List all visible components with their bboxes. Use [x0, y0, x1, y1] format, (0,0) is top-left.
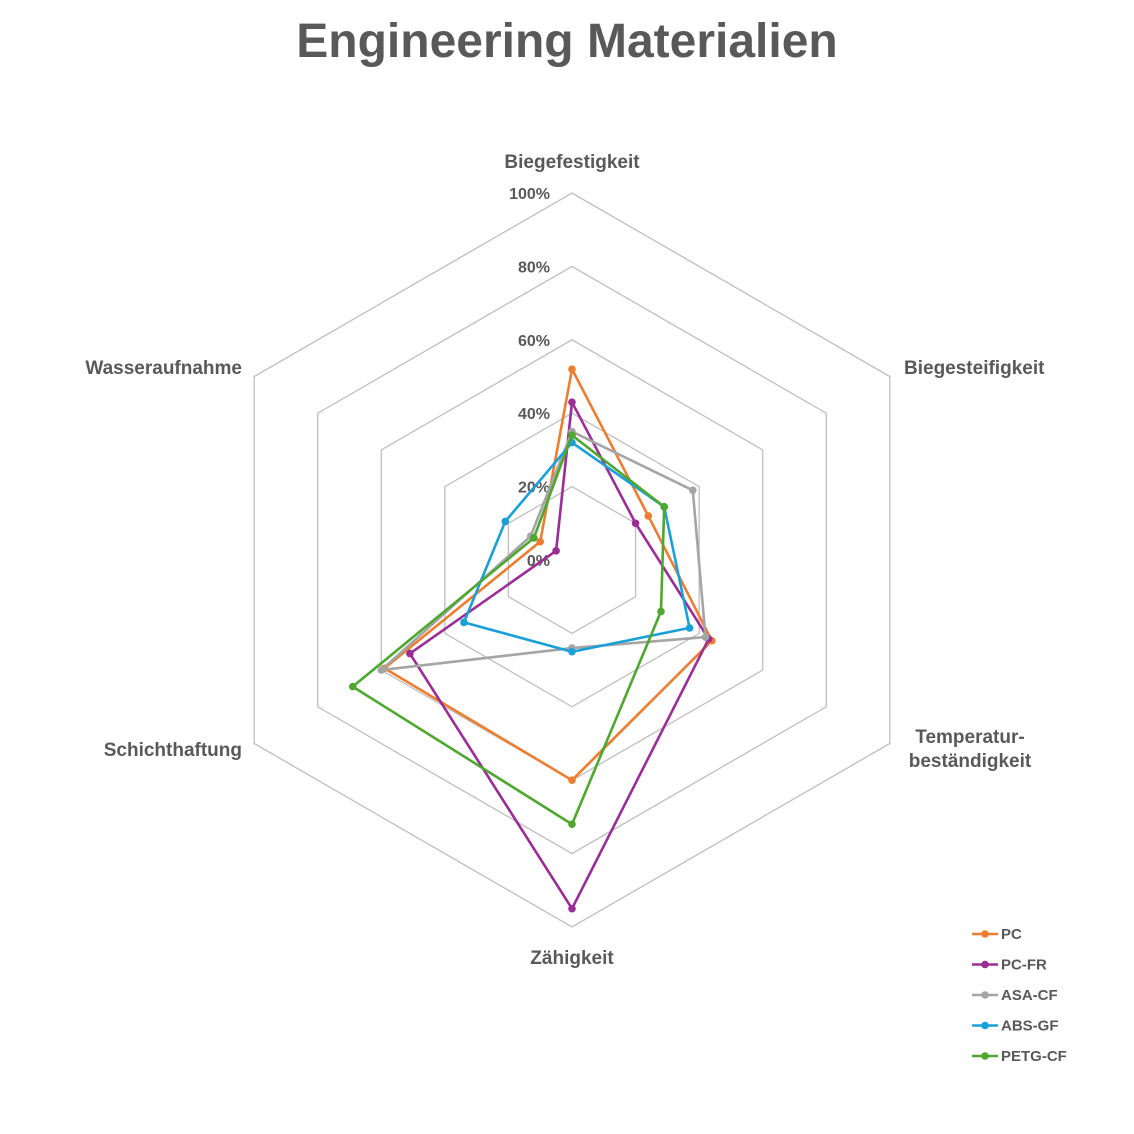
data-point: [460, 618, 468, 627]
data-point: [406, 649, 414, 658]
data-point: [568, 398, 576, 406]
legend-label: PC: [1001, 926, 1022, 943]
axis-label: Biegefestigkeit: [504, 152, 640, 173]
axis-label: Biegesteifigkeit: [904, 358, 1045, 379]
data-point: [688, 486, 697, 495]
data-point: [644, 512, 653, 520]
data-point: [685, 624, 694, 632]
legend-marker: [981, 930, 989, 938]
tick-label: 100%: [509, 186, 550, 203]
data-point: [348, 682, 357, 691]
data-point: [568, 647, 576, 656]
data-point: [536, 537, 545, 546]
series-line-petg-cf: [351, 433, 666, 826]
data-point: [377, 666, 386, 674]
axis-label: Temperatur-beständigkeit: [909, 727, 1032, 772]
legend-marker: [981, 960, 989, 969]
legend-marker: [981, 1021, 989, 1030]
data-point: [530, 534, 538, 542]
data-point: [660, 502, 668, 511]
data-point: [501, 517, 510, 526]
grid-ring: [253, 192, 891, 928]
legend-label: ASA-CF: [1001, 987, 1058, 1004]
data-point: [568, 431, 576, 440]
data-point: [657, 607, 665, 616]
tick-label: 60%: [518, 333, 550, 350]
legend-label: PC-FR: [1001, 957, 1047, 974]
data-point: [701, 633, 710, 641]
data-point: [568, 820, 576, 829]
series-line-abs-gf: [462, 441, 691, 654]
data-point: [631, 519, 640, 528]
grid-ring: [444, 412, 700, 708]
axis-label: Schichthaftung: [104, 740, 242, 761]
legend-label: PETG-CF: [1001, 1048, 1067, 1065]
tick-label: 40%: [518, 406, 550, 423]
data-point: [552, 547, 560, 555]
axis-label: Zähigkeit: [530, 948, 614, 969]
axis-label: Wasseraufnahme: [85, 358, 242, 379]
data-point: [568, 365, 576, 373]
grid-ring: [317, 265, 827, 855]
chart-title: Engineering Materialien: [296, 15, 838, 68]
data-point: [568, 904, 576, 913]
tick-label: 80%: [518, 259, 550, 276]
data-point: [568, 776, 576, 784]
legend-marker: [981, 1052, 989, 1060]
legend-marker: [981, 991, 989, 999]
series-line-pc-fr: [408, 400, 710, 910]
legend-label: ABS-GF: [1001, 1018, 1059, 1035]
